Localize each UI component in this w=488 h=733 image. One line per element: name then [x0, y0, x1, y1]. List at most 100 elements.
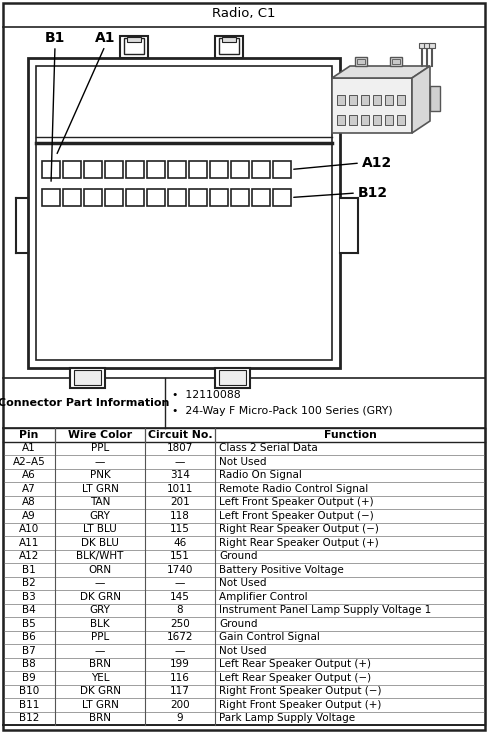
Text: PPL: PPL	[91, 633, 109, 642]
Bar	[337, 95, 345, 105]
Text: Radio, C1: Radio, C1	[212, 7, 276, 21]
Text: 46: 46	[173, 538, 186, 548]
Bar	[231, 189, 249, 206]
Bar	[357, 59, 365, 64]
Bar	[210, 189, 228, 206]
Text: LT BLU: LT BLU	[83, 524, 117, 534]
Text: B9: B9	[22, 673, 36, 682]
Text: B3: B3	[22, 592, 36, 602]
Text: 145: 145	[170, 592, 190, 602]
Text: BLK: BLK	[90, 619, 110, 629]
Bar	[222, 37, 236, 42]
Text: ORN: ORN	[88, 564, 112, 575]
Text: B10: B10	[19, 686, 39, 696]
Bar	[42, 189, 60, 206]
Text: BLK/WHT: BLK/WHT	[76, 551, 123, 561]
Text: Right Front Speaker Output (+): Right Front Speaker Output (+)	[219, 700, 382, 710]
Text: Right Rear Speaker Output (−): Right Rear Speaker Output (−)	[219, 524, 379, 534]
Bar	[36, 66, 332, 360]
Text: Left Rear Speaker Output (−): Left Rear Speaker Output (−)	[219, 673, 371, 682]
Bar	[231, 161, 249, 178]
Text: A12: A12	[362, 156, 392, 170]
Text: DK GRN: DK GRN	[80, 686, 121, 696]
Bar	[392, 59, 400, 64]
Text: 200: 200	[170, 700, 190, 710]
Text: —: —	[175, 457, 185, 467]
Bar	[219, 370, 246, 385]
Text: B8: B8	[22, 659, 36, 669]
Text: B6: B6	[22, 633, 36, 642]
Text: A9: A9	[22, 511, 36, 520]
Bar	[349, 95, 357, 105]
Bar	[349, 115, 357, 125]
Bar	[127, 37, 141, 42]
Bar	[147, 189, 165, 206]
Bar	[215, 36, 243, 58]
Text: 115: 115	[170, 524, 190, 534]
Text: 9: 9	[177, 713, 183, 723]
Bar	[70, 368, 105, 388]
Bar	[210, 161, 228, 178]
Bar	[189, 189, 207, 206]
Bar	[28, 58, 340, 368]
Text: DK BLU: DK BLU	[81, 538, 119, 548]
Text: A2–A5: A2–A5	[13, 457, 45, 467]
Text: 314: 314	[170, 471, 190, 480]
Text: BRN: BRN	[89, 713, 111, 723]
Bar	[147, 161, 165, 178]
Text: B7: B7	[22, 646, 36, 656]
Text: 116: 116	[170, 673, 190, 682]
Text: 1740: 1740	[167, 564, 193, 575]
Text: Not Used: Not Used	[219, 457, 266, 467]
Bar	[430, 86, 440, 111]
Bar	[340, 198, 358, 253]
Bar	[385, 95, 393, 105]
Text: GRY: GRY	[90, 605, 110, 615]
Text: Not Used: Not Used	[219, 646, 266, 656]
Bar	[84, 189, 102, 206]
Text: A10: A10	[19, 524, 39, 534]
Text: Remote Radio Control Signal: Remote Radio Control Signal	[219, 484, 368, 494]
Text: PNK: PNK	[90, 471, 110, 480]
Text: Left Rear Speaker Output (+): Left Rear Speaker Output (+)	[219, 659, 371, 669]
Text: Park Lamp Supply Voltage: Park Lamp Supply Voltage	[219, 713, 355, 723]
Text: Function: Function	[324, 430, 376, 440]
Bar	[361, 115, 369, 125]
Text: 117: 117	[170, 686, 190, 696]
Text: B5: B5	[22, 619, 36, 629]
Bar	[419, 43, 425, 48]
Text: A6: A6	[22, 471, 36, 480]
Text: A7: A7	[22, 484, 36, 494]
Bar	[168, 189, 186, 206]
Text: 1807: 1807	[167, 443, 193, 453]
Text: B1: B1	[22, 564, 36, 575]
Text: Ground: Ground	[219, 619, 258, 629]
Text: B11: B11	[19, 700, 39, 710]
Text: •  24-Way F Micro-Pack 100 Series (GRY): • 24-Way F Micro-Pack 100 Series (GRY)	[172, 406, 393, 416]
Bar	[126, 189, 144, 206]
Bar	[74, 370, 101, 385]
Bar	[385, 115, 393, 125]
Bar	[189, 161, 207, 178]
Text: Right Front Speaker Output (−): Right Front Speaker Output (−)	[219, 686, 382, 696]
Text: LT GRN: LT GRN	[81, 484, 119, 494]
Text: Amplifier Control: Amplifier Control	[219, 592, 307, 602]
Text: Wire Color: Wire Color	[68, 430, 132, 440]
Text: 118: 118	[170, 511, 190, 520]
Bar	[332, 78, 412, 133]
Text: 201: 201	[170, 497, 190, 507]
Text: Not Used: Not Used	[219, 578, 266, 589]
Text: Instrument Panel Lamp Supply Voltage 1: Instrument Panel Lamp Supply Voltage 1	[219, 605, 431, 615]
Text: —: —	[95, 457, 105, 467]
Text: A1: A1	[95, 31, 115, 45]
Bar	[273, 189, 291, 206]
Text: Radio On Signal: Radio On Signal	[219, 471, 302, 480]
Text: A1: A1	[22, 443, 36, 453]
Text: YEL: YEL	[91, 673, 109, 682]
Text: Connector Part Information: Connector Part Information	[0, 398, 170, 408]
Polygon shape	[332, 66, 430, 78]
Bar	[105, 189, 123, 206]
Text: 199: 199	[170, 659, 190, 669]
Text: Gain Control Signal: Gain Control Signal	[219, 633, 320, 642]
Bar	[215, 368, 250, 388]
